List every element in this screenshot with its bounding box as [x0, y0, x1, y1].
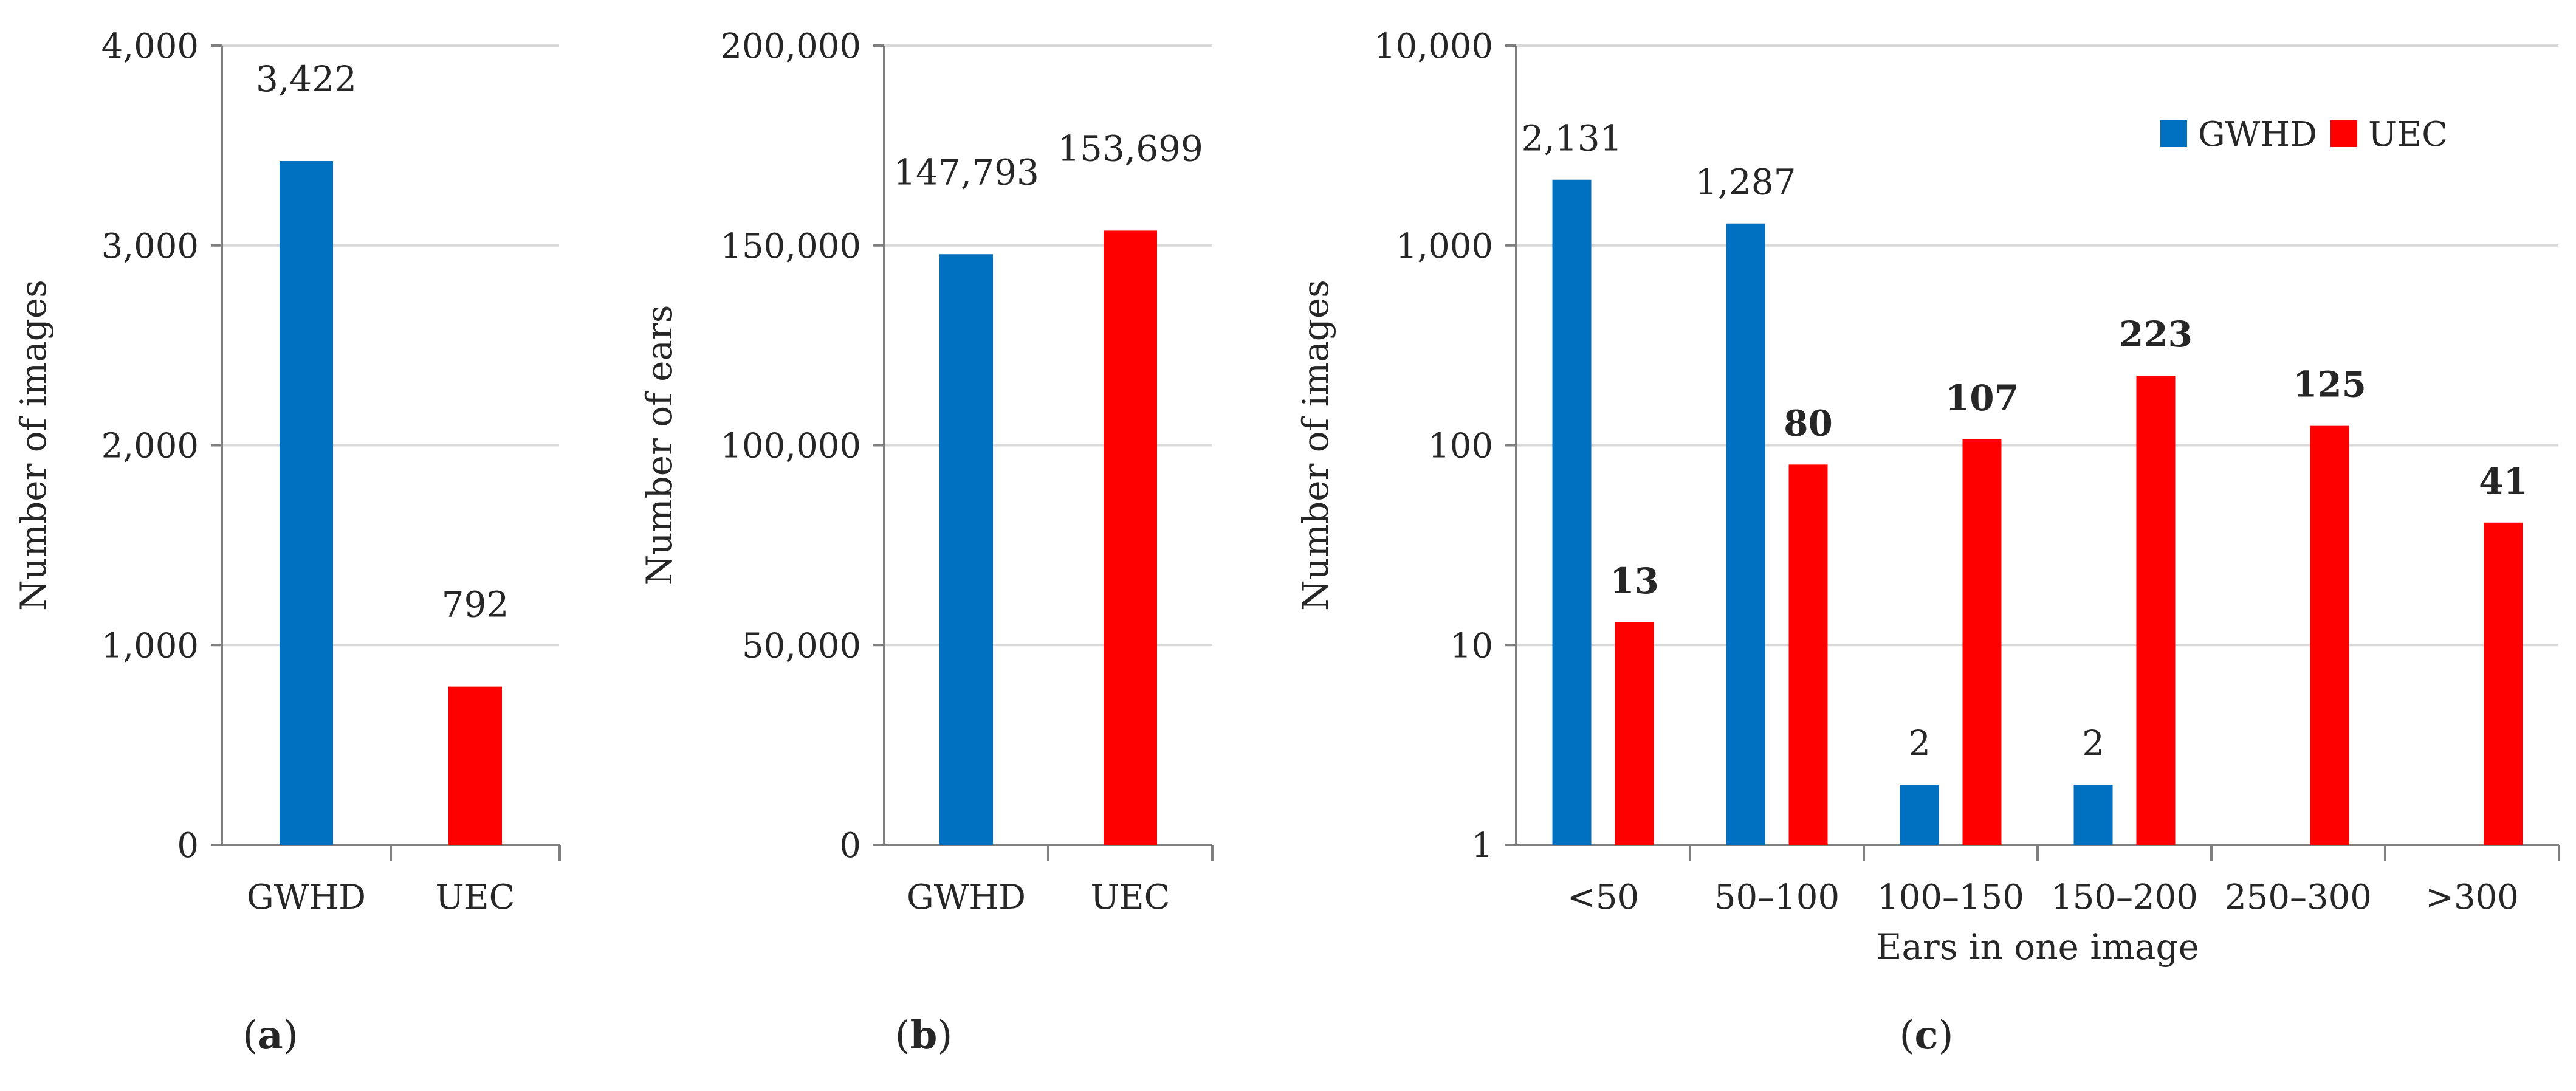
data-label: 147,793: [893, 151, 1039, 193]
panel-label: (b): [895, 1013, 953, 1058]
x-tick-label: UEC: [436, 878, 515, 917]
bar-uec: [1788, 464, 1828, 845]
x-tick-label: 150–200: [2051, 878, 2198, 917]
panel-label-close: ): [937, 1013, 952, 1058]
legend-label: GWHD: [2198, 115, 2317, 154]
bar-uec: [2310, 425, 2349, 845]
y-tick-label: 2,000: [101, 427, 199, 466]
x-tick-label: 100–150: [1877, 878, 2024, 917]
data-label: 125: [2293, 364, 2366, 405]
panel-label-close: ): [1938, 1013, 1953, 1058]
y-tick-label: 1,000: [101, 626, 199, 666]
y-tick-label: 3,000: [101, 227, 199, 266]
bar-gwhd: [939, 254, 993, 845]
data-label: 792: [442, 584, 509, 625]
panel-label-letter: a: [258, 1013, 283, 1058]
x-tick-label: 250–300: [2225, 878, 2372, 917]
data-label: 153,699: [1057, 128, 1203, 169]
panel-c-chart: 1 10 100 1,000 10,000 <50 50–100 100–150 150–200…: [1295, 27, 2560, 1058]
panel-a-chart: 0 1,000 2,000 3,000 4,000 GWHD UEC 3,422 792 Numb…: [13, 27, 561, 1058]
x-tick-label: GWHD: [247, 878, 366, 917]
data-label: 107: [1945, 377, 2019, 419]
bar-gwhd: [1552, 179, 1592, 845]
data-label: 2: [2082, 723, 2104, 764]
bar-uec: [1104, 230, 1157, 845]
panel-label-open: (: [1900, 1013, 1915, 1058]
x-axis-label: Ears in one image: [1876, 926, 2199, 968]
panel-label-letter: c: [1915, 1013, 1939, 1058]
x-tick-label: GWHD: [907, 878, 1026, 917]
y-axis-label: Number of ears: [639, 305, 680, 586]
data-label: 3,422: [256, 58, 357, 100]
bar-gwhd: [280, 161, 333, 845]
x-tick-label: 50–100: [1714, 878, 1839, 917]
y-tick-label: 150,000: [720, 227, 861, 266]
bar-uec: [1615, 622, 1654, 845]
panel-label-close: ): [283, 1013, 298, 1058]
data-label: 13: [1610, 560, 1659, 602]
data-label: 41: [2479, 461, 2528, 502]
y-tick-label: 10: [1450, 626, 1493, 666]
bar-uec: [448, 686, 502, 845]
panel-label-letter: b: [910, 1013, 938, 1058]
y-axis-label: Number of images: [13, 280, 54, 611]
panel-label-open: (: [895, 1013, 910, 1058]
y-axis-label: Number of images: [1295, 280, 1336, 611]
panel-label-open: (: [242, 1013, 258, 1058]
data-label: 80: [1784, 402, 1833, 444]
x-tick-label: <50: [1567, 878, 1639, 917]
y-tick-label: 100,000: [720, 427, 861, 466]
bar-gwhd: [1726, 223, 1765, 845]
panel-label: (c): [1900, 1013, 1954, 1058]
data-label: 223: [2119, 314, 2193, 355]
legend-swatch-gwhd: [2160, 120, 2187, 147]
legend-swatch-uec: [2330, 120, 2357, 147]
data-label: 2: [1908, 723, 1931, 764]
y-tick-label: 200,000: [720, 27, 861, 66]
legend-label: UEC: [2368, 115, 2448, 154]
bar-gwhd: [1900, 785, 1939, 845]
y-tick-label: 100: [1428, 427, 1493, 466]
panel-label: (a): [242, 1013, 298, 1058]
panel-b-chart: 0 50,000 100,000 150,000 200,000 GWHD UEC 147,7…: [639, 27, 1214, 1058]
bar-gwhd: [2073, 785, 2113, 845]
data-label: 1,287: [1695, 162, 1796, 203]
y-tick-label: 10,000: [1374, 27, 1493, 66]
y-tick-label: 0: [839, 826, 861, 866]
y-tick-label: 1: [1471, 826, 1493, 866]
y-tick-label: 1,000: [1396, 227, 1493, 266]
data-label: 2,131: [1521, 118, 1622, 159]
y-tick-label: 50,000: [742, 626, 861, 666]
y-tick-label: 0: [177, 826, 199, 866]
x-tick-label: UEC: [1091, 878, 1170, 917]
bar-uec: [1962, 439, 2002, 845]
bar-uec: [2136, 375, 2176, 845]
bar-uec: [2484, 522, 2523, 845]
x-tick-label: >300: [2425, 878, 2519, 917]
y-tick-label: 4,000: [101, 27, 199, 66]
